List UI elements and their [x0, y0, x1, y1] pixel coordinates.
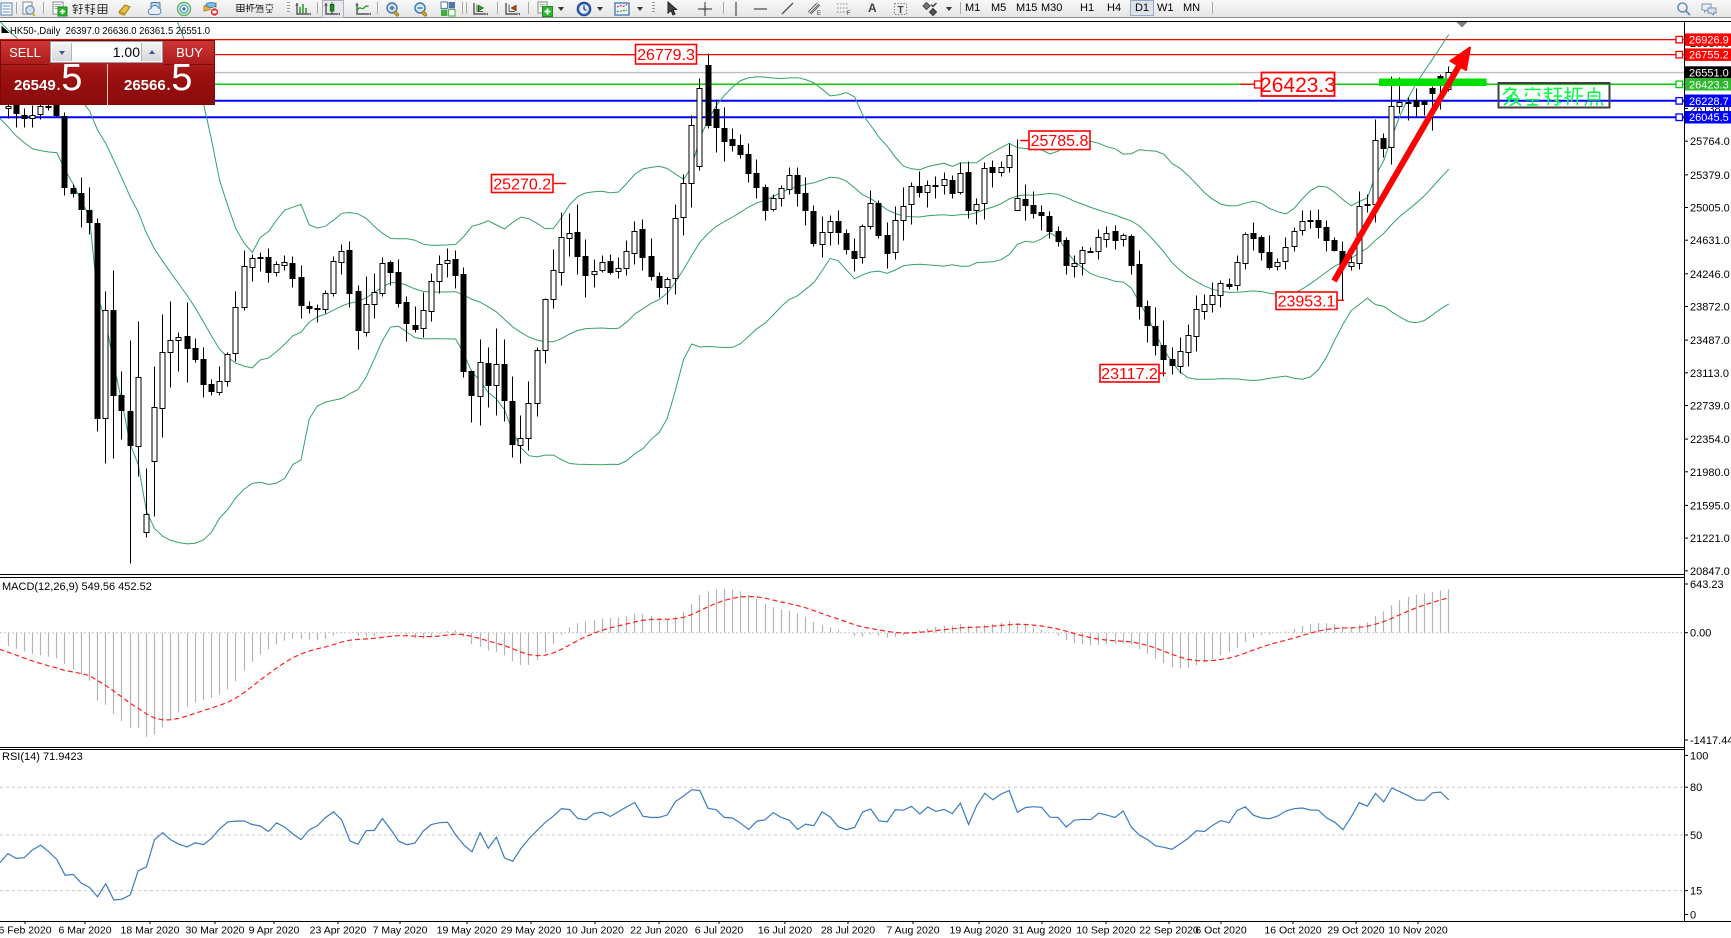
svg-text:18 Mar 2020: 18 Mar 2020	[121, 925, 180, 937]
svg-text:10 Nov 2020: 10 Nov 2020	[1388, 925, 1448, 937]
svg-text:7 Aug 2020: 7 Aug 2020	[886, 925, 939, 937]
svg-text:MACD(12,26,9) 549.56 452.52: MACD(12,26,9) 549.56 452.52	[2, 581, 152, 593]
svg-text:22 Jun 2020: 22 Jun 2020	[630, 925, 688, 937]
svg-text:6 Jul 2020: 6 Jul 2020	[695, 925, 744, 937]
svg-text:6 Feb 2020: 6 Feb 2020	[0, 925, 52, 937]
svg-text:0.00: 0.00	[1690, 628, 1711, 640]
svg-text:22739.0: 22739.0	[1690, 401, 1730, 413]
svg-text:31 Aug 2020: 31 Aug 2020	[1013, 925, 1072, 937]
svg-text:643.23: 643.23	[1690, 579, 1724, 591]
svg-text:T: T	[898, 5, 904, 16]
svg-text:9 Apr 2020: 9 Apr 2020	[249, 925, 300, 937]
svg-text:80: 80	[1690, 782, 1702, 794]
svg-text:50: 50	[1690, 830, 1702, 842]
svg-text:21221.0: 21221.0	[1690, 533, 1730, 545]
svg-text:10 Jun 2020: 10 Jun 2020	[566, 925, 624, 937]
svg-text:30 Mar 2020: 30 Mar 2020	[186, 925, 245, 937]
svg-text:25379.0: 25379.0	[1690, 170, 1730, 182]
svg-text:100: 100	[1690, 750, 1708, 762]
svg-text:F: F	[847, 11, 851, 17]
svg-text:6 Oct 2020: 6 Oct 2020	[1195, 925, 1247, 937]
svg-text:21595.0: 21595.0	[1690, 500, 1730, 512]
svg-text:26228.7: 26228.7	[1689, 96, 1729, 108]
svg-text:25270.2: 25270.2	[493, 176, 551, 193]
svg-text:25785.8: 25785.8	[1031, 133, 1089, 150]
svg-text:7 May 2020: 7 May 2020	[373, 925, 428, 937]
svg-text:26551.0: 26551.0	[1689, 68, 1729, 80]
svg-text:22354.0: 22354.0	[1690, 434, 1730, 446]
svg-text:21980.0: 21980.0	[1690, 467, 1730, 479]
svg-text:26423.3: 26423.3	[1689, 79, 1729, 91]
svg-text:15: 15	[1690, 886, 1702, 898]
svg-text:23 Apr 2020: 23 Apr 2020	[310, 925, 367, 937]
svg-text:29 Oct 2020: 29 Oct 2020	[1327, 925, 1384, 937]
svg-text:16 Oct 2020: 16 Oct 2020	[1264, 925, 1321, 937]
svg-text:24246.0: 24246.0	[1690, 269, 1730, 281]
svg-text:26779.3: 26779.3	[637, 47, 695, 64]
svg-text:10 Sep 2020: 10 Sep 2020	[1076, 925, 1136, 937]
svg-text:25764.0: 25764.0	[1690, 136, 1730, 148]
svg-text:28 Jul 2020: 28 Jul 2020	[821, 925, 875, 937]
svg-text:RSI(14) 71.9423: RSI(14) 71.9423	[2, 751, 83, 763]
svg-text:23117.2: 23117.2	[1101, 366, 1158, 383]
svg-text:29 May 2020: 29 May 2020	[501, 925, 562, 937]
svg-text:0: 0	[1690, 910, 1696, 922]
svg-text:6 Mar 2020: 6 Mar 2020	[58, 925, 111, 937]
svg-text:23113.0: 23113.0	[1690, 368, 1729, 380]
svg-text:HK50-,Daily 26397.0 26636.0 2: HK50-,Daily 26397.0 26636.0 26361.5 2655…	[10, 25, 210, 37]
svg-text:23487.0: 23487.0	[1690, 335, 1730, 347]
svg-text:24631.0: 24631.0	[1690, 235, 1730, 247]
svg-text:26755.2: 26755.2	[1689, 50, 1729, 62]
svg-text:20847.0: 20847.0	[1690, 566, 1730, 578]
svg-text:26045.5: 26045.5	[1689, 112, 1729, 124]
svg-text:26926.9: 26926.9	[1689, 35, 1729, 47]
svg-text:22 Sep 2020: 22 Sep 2020	[1139, 925, 1199, 937]
svg-text:25005.0: 25005.0	[1690, 203, 1730, 215]
svg-text:-1417.44: -1417.44	[1690, 735, 1731, 747]
svg-text:26423.3: 26423.3	[1260, 74, 1336, 97]
svg-text:E: E	[817, 11, 821, 17]
svg-text:16 Jul 2020: 16 Jul 2020	[758, 925, 812, 937]
svg-text:23872.0: 23872.0	[1690, 302, 1730, 314]
svg-text:23953.1: 23953.1	[1278, 294, 1336, 311]
svg-text:19 May 2020: 19 May 2020	[437, 925, 498, 937]
svg-text:19 Aug 2020: 19 Aug 2020	[950, 925, 1009, 937]
